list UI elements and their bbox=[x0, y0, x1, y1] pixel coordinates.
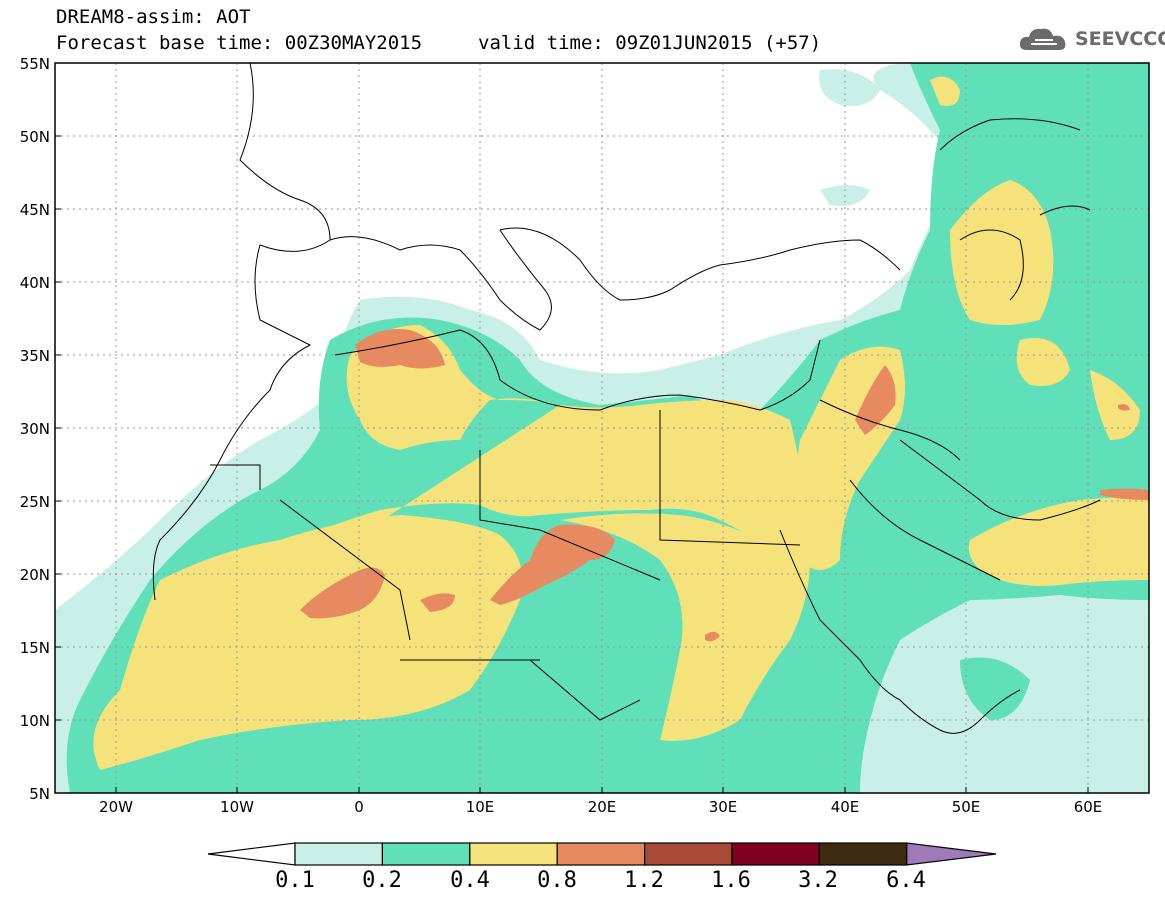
coastlines bbox=[152, 63, 1101, 734]
valid-time-label: valid time: 09Z01JUN2015 (+57) bbox=[478, 32, 822, 54]
colorbar-label: 0.4 bbox=[450, 868, 490, 893]
aot-band-0-4 bbox=[93, 76, 1149, 770]
colorbar-label: 1.6 bbox=[711, 868, 751, 893]
lat-label: 35N bbox=[19, 347, 50, 365]
lon-label: 40E bbox=[830, 798, 860, 816]
graticule bbox=[55, 63, 1149, 793]
lon-label: 60E bbox=[1073, 798, 1103, 816]
colorbar-label: 3.2 bbox=[798, 868, 838, 893]
colorbar-label: 0.8 bbox=[537, 868, 577, 893]
seevccc-logo: SEEVCCC bbox=[1017, 22, 1165, 58]
lat-label: 25N bbox=[19, 493, 50, 511]
colorbar-label: 6.4 bbox=[886, 868, 926, 893]
colorbar-label: 1.2 bbox=[624, 868, 664, 893]
lat-label: 30N bbox=[19, 420, 50, 438]
lon-label: 20E bbox=[587, 798, 617, 816]
map-title: DREAM8-assim: AOT bbox=[56, 6, 251, 28]
lat-label: 20N bbox=[19, 566, 50, 584]
lon-label: 20W bbox=[99, 798, 133, 816]
lat-label: 45N bbox=[19, 201, 50, 219]
colorbar-label: 0.2 bbox=[362, 868, 402, 893]
lon-label: 10E bbox=[465, 798, 495, 816]
lon-label: 30E bbox=[708, 798, 738, 816]
base-time-label: Forecast base time: 00Z30MAY2015 bbox=[56, 32, 423, 54]
lat-label: 50N bbox=[19, 128, 50, 146]
lat-label: 55N bbox=[19, 55, 50, 73]
lon-label: 10W bbox=[220, 798, 254, 816]
lat-label: 5N bbox=[29, 785, 50, 803]
cloud-icon bbox=[1019, 28, 1066, 50]
logo-text: SEEVCCC bbox=[1075, 28, 1165, 50]
lat-label: 15N bbox=[19, 639, 50, 657]
lat-label: 40N bbox=[19, 274, 50, 292]
colorbar-label: 0.1 bbox=[275, 868, 315, 893]
lon-label: 50E bbox=[951, 798, 981, 816]
axis-ticks bbox=[55, 135, 1089, 793]
lon-label: 0 bbox=[354, 798, 364, 816]
lat-label: 10N bbox=[19, 712, 50, 730]
